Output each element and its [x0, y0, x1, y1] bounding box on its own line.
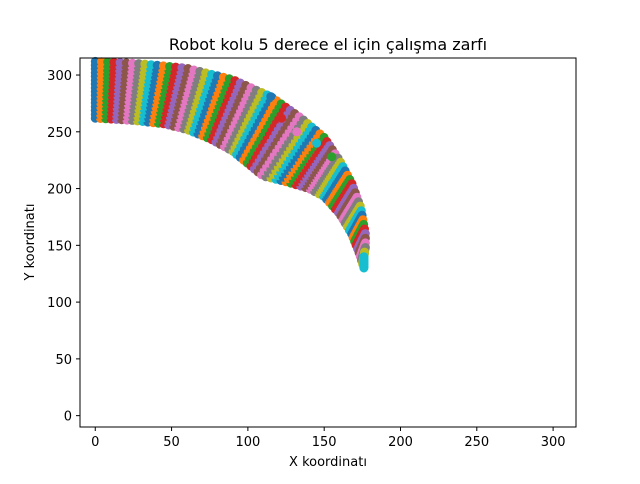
scatter-point	[266, 92, 276, 102]
x-tick-label: 250	[464, 435, 489, 450]
x-tick-label: 300	[541, 435, 566, 450]
y-axis-label: Y koordinatı	[23, 204, 38, 282]
y-tick-label: 250	[47, 126, 72, 141]
y-tick-label: 150	[47, 239, 72, 254]
scatter-points	[90, 56, 370, 273]
x-tick-label: 100	[235, 435, 260, 450]
scatter-point	[359, 252, 369, 262]
chart-title: Robot kolu 5 derece el için çalışma zarf…	[169, 35, 487, 54]
y-tick-label: 300	[47, 69, 72, 84]
y-tick-label: 50	[55, 353, 72, 368]
y-tick-label: 200	[47, 183, 72, 198]
scatter-point	[312, 138, 322, 148]
x-tick-label: 150	[312, 435, 337, 450]
scatter-point	[327, 152, 337, 162]
y-tick-label: 100	[47, 296, 72, 311]
x-axis-label: X koordinatı	[289, 455, 367, 470]
x-axis-ticks: 0 50 100 150 200 250 300	[91, 427, 566, 450]
scatter-point	[277, 113, 286, 123]
plot-frame	[79, 57, 577, 428]
y-tick-label: 0	[64, 410, 72, 425]
x-tick-label: 200	[388, 435, 413, 450]
y-axis-ticks: 0 50 100 150 200 250 300	[47, 69, 80, 425]
x-tick-label: 50	[163, 435, 180, 450]
x-tick-label: 0	[91, 435, 99, 450]
scatter-point	[292, 127, 302, 137]
